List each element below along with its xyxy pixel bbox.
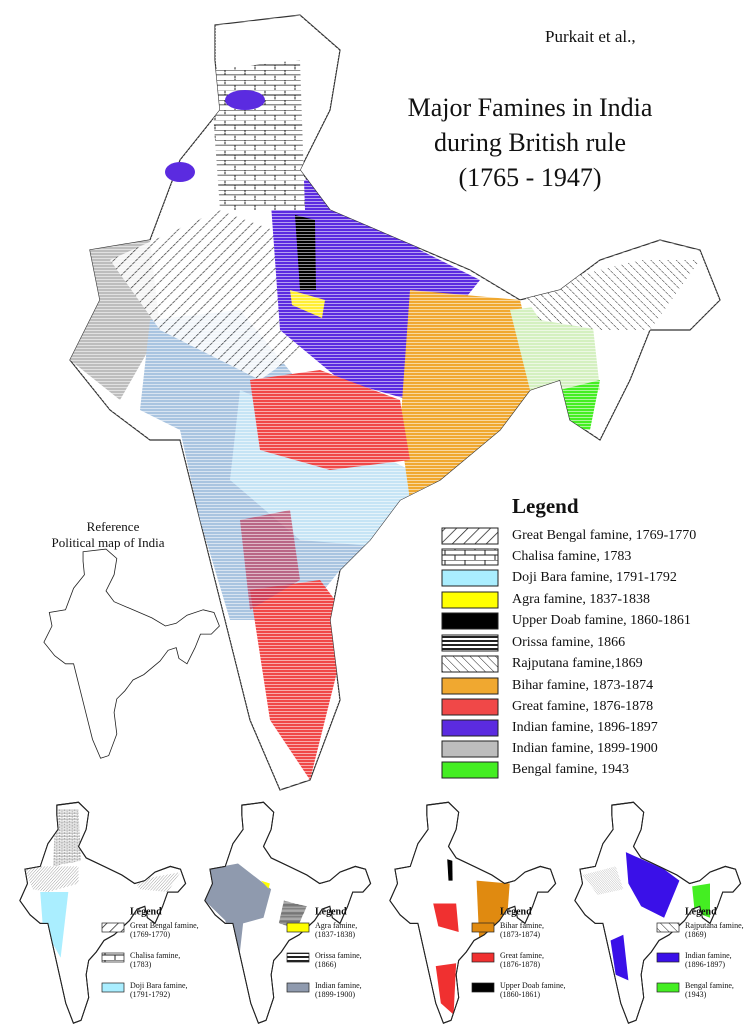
panel-legend-label: Doji Bara famine, <box>130 981 188 990</box>
famine-region <box>134 872 181 893</box>
panel-legend-label: (1783) <box>130 960 152 969</box>
panel-legend-title: Legend <box>130 906 162 917</box>
panel-swatch <box>471 952 495 963</box>
famine-region <box>610 934 629 981</box>
famine-region <box>447 859 453 881</box>
panel-legend-label: (1860-1861) <box>500 990 540 999</box>
legend-label: Bengal famine, 1943 <box>512 762 629 777</box>
panel-legend-label: Bihar famine, <box>500 921 544 930</box>
legend-label: Orissa famine, 1866 <box>512 635 625 650</box>
panel-legend-label: Bengal famine, <box>685 981 734 990</box>
title-line: during British rule <box>434 128 626 157</box>
panel-swatch <box>656 982 680 993</box>
famine-region <box>435 963 457 1015</box>
panel-legend-label: Indian famine, <box>315 981 362 990</box>
famine-region <box>40 892 69 958</box>
panel-swatch <box>101 982 125 993</box>
panel-legend-title: Legend <box>500 906 532 917</box>
panel-swatch <box>471 922 495 933</box>
legend-title: Legend <box>512 494 579 518</box>
credit: Purkait et al., <box>545 27 636 46</box>
panel-swatch <box>286 982 310 993</box>
panel-map <box>389 801 557 1024</box>
panel-swatch <box>101 952 125 963</box>
panel: Legend Agra famine,(1837-1838) Orissa fami… <box>204 801 372 1024</box>
panel: Legend Great Bengal famine,(1769-1770) Cha… <box>19 801 199 1024</box>
panel-swatch <box>286 952 310 963</box>
famine-region <box>625 852 680 918</box>
famine-region <box>278 900 307 930</box>
panel-swatch <box>471 982 495 993</box>
panel-legend-label: (1866) <box>315 960 337 969</box>
panel-legend-label: (1837-1838) <box>315 930 355 939</box>
panel-legend-label: Orissa famine, <box>315 951 362 960</box>
panel-legend-label: (1791-1792) <box>130 990 170 999</box>
legend-label: Chalisa famine, 1783 <box>512 549 631 564</box>
panel-map <box>574 801 742 1024</box>
panels: Legend Great Bengal famine,(1769-1770) Cha… <box>19 801 744 1024</box>
famine-region <box>260 880 270 889</box>
panel-legend-label: (1873-1874) <box>500 930 540 939</box>
panel-legend-label: Great Bengal famine, <box>130 921 199 930</box>
reference-title: Reference <box>87 519 140 534</box>
panel-legend-label: (1896-1897) <box>685 960 725 969</box>
legend-label: Indian famine, 1899-1900 <box>512 741 658 756</box>
panel-legend-label: (1943) <box>685 990 707 999</box>
legend-label: Rajputana famine,1869 <box>512 656 643 671</box>
panel: Legend Rajputana famine,(1869) Indian fami… <box>574 801 744 1024</box>
panel-swatch <box>101 922 125 933</box>
panel: Legend Bihar famine,(1873-1874) Great fami… <box>389 801 566 1024</box>
famine-region <box>24 866 79 893</box>
legend-label: Great famine, 1876-1878 <box>512 699 653 714</box>
legend-label: Doji Bara famine, 1791-1792 <box>512 570 677 585</box>
panel-legend-label: Chalisa famine, <box>130 951 180 960</box>
panel-legend-label: Indian famine, <box>685 951 732 960</box>
legend-label: Bihar famine, 1873-1874 <box>512 678 653 693</box>
panel-map <box>204 801 372 1024</box>
panel-swatch <box>656 922 680 933</box>
famine-region <box>433 903 459 932</box>
reference-subtitle: Political map of India <box>51 535 164 550</box>
famine-region <box>53 809 82 867</box>
panel-swatch <box>656 952 680 963</box>
panel-map <box>19 801 187 1024</box>
panel-legend-title: Legend <box>685 906 717 917</box>
panel-swatch <box>286 922 310 933</box>
famine-region <box>582 866 624 895</box>
reference: Reference Political map of India <box>43 519 220 759</box>
panel-legend-title: Legend <box>315 906 347 917</box>
panel-legend-label: (1869) <box>685 930 707 939</box>
legend-label: Agra famine, 1837-1838 <box>512 592 650 607</box>
title-line: (1765 - 1947) <box>459 163 602 192</box>
legend-label: Great Bengal famine, 1769-1770 <box>512 528 696 543</box>
panel-legend-label: (1876-1878) <box>500 960 540 969</box>
panel-legend-label: Agra famine, <box>315 921 357 930</box>
famine-region <box>204 863 272 969</box>
panel-legend-label: Rajputana famine, <box>685 921 744 930</box>
legend-label: Upper Doab famine, 1860-1861 <box>512 613 691 628</box>
panel-legend-label: (1769-1770) <box>130 930 170 939</box>
panel-legend-label: Great famine, <box>500 951 544 960</box>
main-map <box>69 14 721 791</box>
legend-label: Indian famine, 1896-1897 <box>512 720 658 735</box>
panel-legend-label: (1899-1900) <box>315 990 355 999</box>
panel-legend-label: Upper Doab famine, <box>500 981 566 990</box>
title-line: Major Famines in India <box>408 93 653 122</box>
legend: Legend Great Bengal famine, 1769-1770 Cha… <box>441 494 696 779</box>
